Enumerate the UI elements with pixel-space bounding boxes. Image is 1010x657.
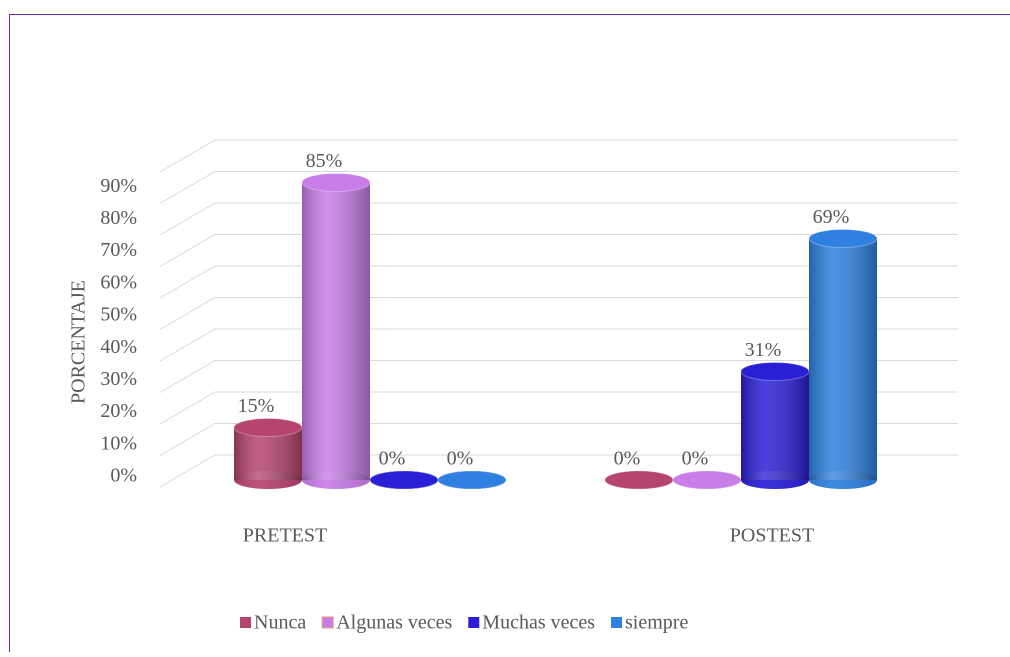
bar xyxy=(234,419,302,490)
bar-shade-base xyxy=(809,471,877,489)
value-label: 15% xyxy=(238,395,275,417)
value-label: 0% xyxy=(447,448,474,470)
bar xyxy=(605,471,673,489)
bar-shade-base xyxy=(234,471,302,489)
bar-shade-base xyxy=(741,471,809,489)
bar-top xyxy=(673,471,741,489)
bar xyxy=(673,471,741,489)
x-tick-label: POSTEST xyxy=(730,525,814,547)
value-label: 0% xyxy=(379,448,406,470)
bar xyxy=(302,174,370,490)
legend-label: Nunca xyxy=(254,612,306,634)
grid-line xyxy=(160,172,958,204)
bar xyxy=(741,363,809,490)
bar xyxy=(809,230,877,490)
legend-swatch xyxy=(240,617,251,628)
legend-label: Algunas veces xyxy=(336,612,452,634)
bar-shade xyxy=(809,239,877,481)
bar-shade xyxy=(741,372,809,481)
y-tick-label: 60% xyxy=(100,271,137,293)
bar-top xyxy=(302,174,370,192)
y-tick-label: 40% xyxy=(100,336,137,358)
bar-top xyxy=(234,419,302,437)
bar-shade-base xyxy=(302,471,370,489)
legend-swatch xyxy=(468,617,479,628)
y-tick-label: 90% xyxy=(100,175,137,197)
bar-top xyxy=(741,363,809,381)
bar-top xyxy=(605,471,673,489)
y-axis-label: PORCENTAJE xyxy=(68,280,90,404)
x-tick-label: PRETEST xyxy=(243,525,327,547)
bar-shade xyxy=(302,183,370,481)
legend-swatch xyxy=(611,617,622,628)
legend-label: Muchas veces xyxy=(482,612,595,634)
y-tick-label: 30% xyxy=(100,368,137,390)
bar-top xyxy=(370,471,438,489)
value-label: 0% xyxy=(614,448,641,470)
bar-top xyxy=(809,230,877,248)
bar xyxy=(438,471,506,489)
y-tick-label: 0% xyxy=(110,465,137,487)
y-tick-label: 20% xyxy=(100,400,137,422)
y-tick-label: 70% xyxy=(100,239,137,261)
grid-frame xyxy=(160,140,958,172)
y-tick-label: 50% xyxy=(100,304,137,326)
bar-top xyxy=(438,471,506,489)
legend-label: siempre xyxy=(625,612,688,634)
bar xyxy=(370,471,438,489)
y-tick-label: 10% xyxy=(100,432,137,454)
y-tick-label: 80% xyxy=(100,207,137,229)
legend-swatch xyxy=(322,617,333,628)
value-label: 31% xyxy=(745,339,782,361)
value-label: 0% xyxy=(682,448,709,470)
value-label: 69% xyxy=(813,206,850,228)
value-label: 85% xyxy=(306,150,343,172)
